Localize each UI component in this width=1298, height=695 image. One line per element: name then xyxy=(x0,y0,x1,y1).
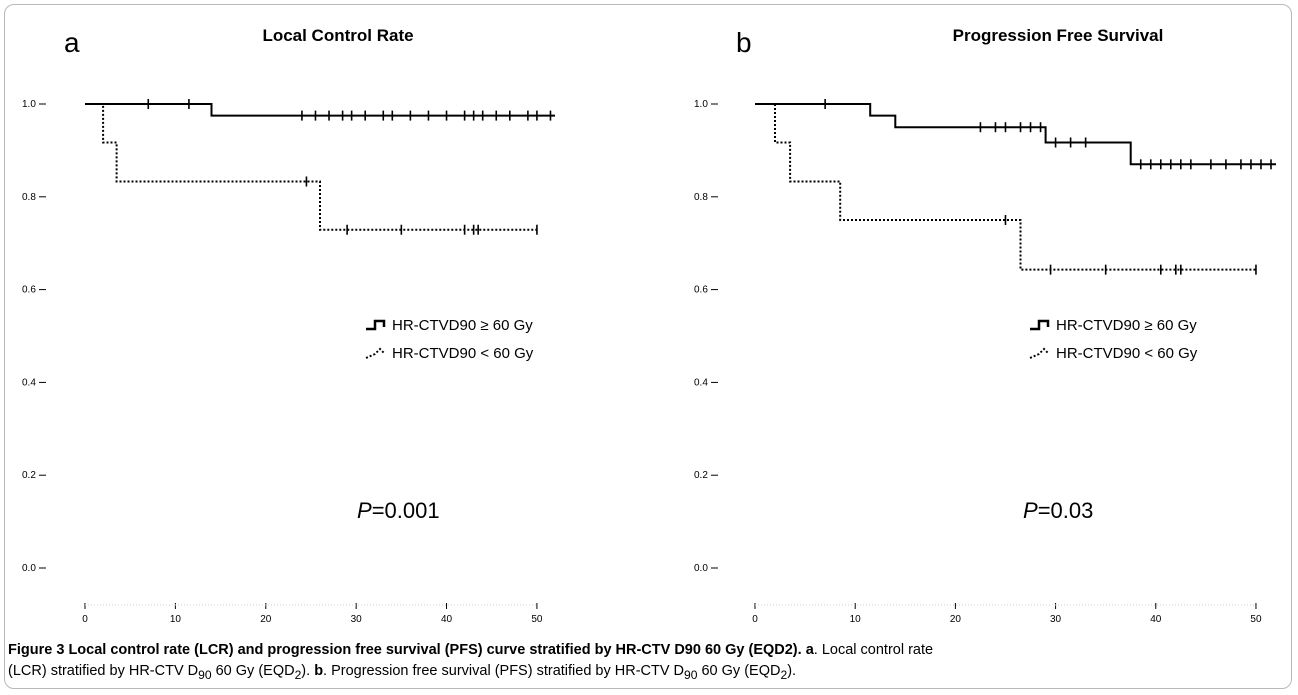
caption-sub-2-b: 2 xyxy=(780,667,788,682)
caption-b-text-2: 60 Gy (EQD xyxy=(697,663,781,679)
p-value-symbol: P xyxy=(357,498,372,523)
p-value-symbol: P xyxy=(1023,498,1038,523)
y-tick-label: 0.8 xyxy=(22,192,36,203)
x-tick-label: 10 xyxy=(850,614,862,625)
legend-label-2: HR-CTVD90 < 60 Gy xyxy=(1056,345,1198,362)
figure-svg: a Local Control Rate 0.0 0.2 0.4 0.6 0.8 1.0 0 10… xyxy=(22,26,1276,625)
series-line-1 xyxy=(85,103,555,117)
panel-title: Progression Free Survival xyxy=(953,26,1164,45)
x-tick-label: 30 xyxy=(1050,614,1062,625)
x-tick-label: 40 xyxy=(441,614,453,625)
legend-label-1: HR-CTVD90 ≥ 60 Gy xyxy=(392,317,533,334)
legend-symbol-dotted xyxy=(365,347,385,359)
x-tick-label: 10 xyxy=(170,614,182,625)
figure-caption: Figure 3 Local control rate (LCR) and pr… xyxy=(8,640,1288,686)
p-value-number: =0.03 xyxy=(1038,498,1094,523)
y-tick-label: 0.4 xyxy=(22,377,36,388)
legend-label-1: HR-CTVD90 ≥ 60 Gy xyxy=(1056,317,1197,334)
caption-sub-90-a: 90 xyxy=(198,667,212,682)
p-value: P=0.001 xyxy=(357,498,440,523)
y-tick-label: 0.6 xyxy=(22,285,36,296)
y-tick-label: 0.4 xyxy=(694,377,708,388)
caption-a-text-4: ). xyxy=(301,663,315,679)
y-tick-label: 0.6 xyxy=(694,285,708,296)
y-tick-label: 0.0 xyxy=(22,563,36,574)
figure-frame xyxy=(4,4,1292,689)
panel-letter: b xyxy=(736,27,752,58)
p-value-number: =0.001 xyxy=(372,498,440,523)
x-tick-label: 20 xyxy=(260,614,272,625)
x-tick-label: 50 xyxy=(531,614,543,625)
series-line-2 xyxy=(85,103,537,231)
x-tick-label: 0 xyxy=(82,614,88,625)
x-tick-label: 50 xyxy=(1250,614,1262,625)
caption-b-label: b xyxy=(314,663,324,679)
chart-panel-b: b Progression Free Survival 0.0 0.2 0.4 0.6 0.… xyxy=(694,26,1276,625)
caption-b-text-3: ). xyxy=(787,663,797,679)
caption-figure-label: Figure 3 xyxy=(8,642,65,658)
series-line-1 xyxy=(755,103,1276,166)
caption-title: Local control rate (LCR) and progression… xyxy=(68,642,802,658)
caption-sub-90-b: 90 xyxy=(684,667,698,682)
legend-label-2: HR-CTVD90 < 60 Gy xyxy=(392,345,534,362)
y-tick-label: 1.0 xyxy=(22,99,36,110)
legend-symbol-dotted xyxy=(1029,347,1049,359)
panel-letter: a xyxy=(64,27,80,58)
chart-panel-a: a Local Control Rate 0.0 0.2 0.4 0.6 0.8 1.0 0 10… xyxy=(22,26,555,625)
y-tick-label: 0.2 xyxy=(22,470,36,481)
caption-sub-2-a: 2 xyxy=(294,667,302,682)
y-tick-label: 1.0 xyxy=(694,99,708,110)
p-value: P=0.03 xyxy=(1023,498,1093,523)
caption-a-text-1: . Local control rate xyxy=(813,642,934,658)
legend: HR-CTVD90 ≥ 60 Gy HR-CTVD90 < 60 Gy xyxy=(365,317,534,362)
y-tick-label: 0.0 xyxy=(694,563,708,574)
panel-title: Local Control Rate xyxy=(262,26,413,45)
x-tick-label: 20 xyxy=(950,614,962,625)
caption-a-text-3: 60 Gy (EQD xyxy=(211,663,295,679)
legend-symbol-solid xyxy=(1030,319,1050,331)
caption-a-text-2: (LCR) stratified by HR-CTV D xyxy=(8,663,199,679)
x-tick-label: 30 xyxy=(351,614,363,625)
series-line-2 xyxy=(755,103,1256,271)
y-tick-label: 0.8 xyxy=(694,192,708,203)
x-tick-label: 0 xyxy=(752,614,758,625)
caption-b-text-1: . Progression free survival (PFS) strati… xyxy=(323,663,685,679)
legend-symbol-solid xyxy=(366,319,386,331)
y-tick-label: 0.2 xyxy=(694,470,708,481)
caption-a-label: a xyxy=(805,642,814,658)
legend: HR-CTVD90 ≥ 60 Gy HR-CTVD90 < 60 Gy xyxy=(1029,317,1198,362)
x-tick-label: 40 xyxy=(1150,614,1162,625)
